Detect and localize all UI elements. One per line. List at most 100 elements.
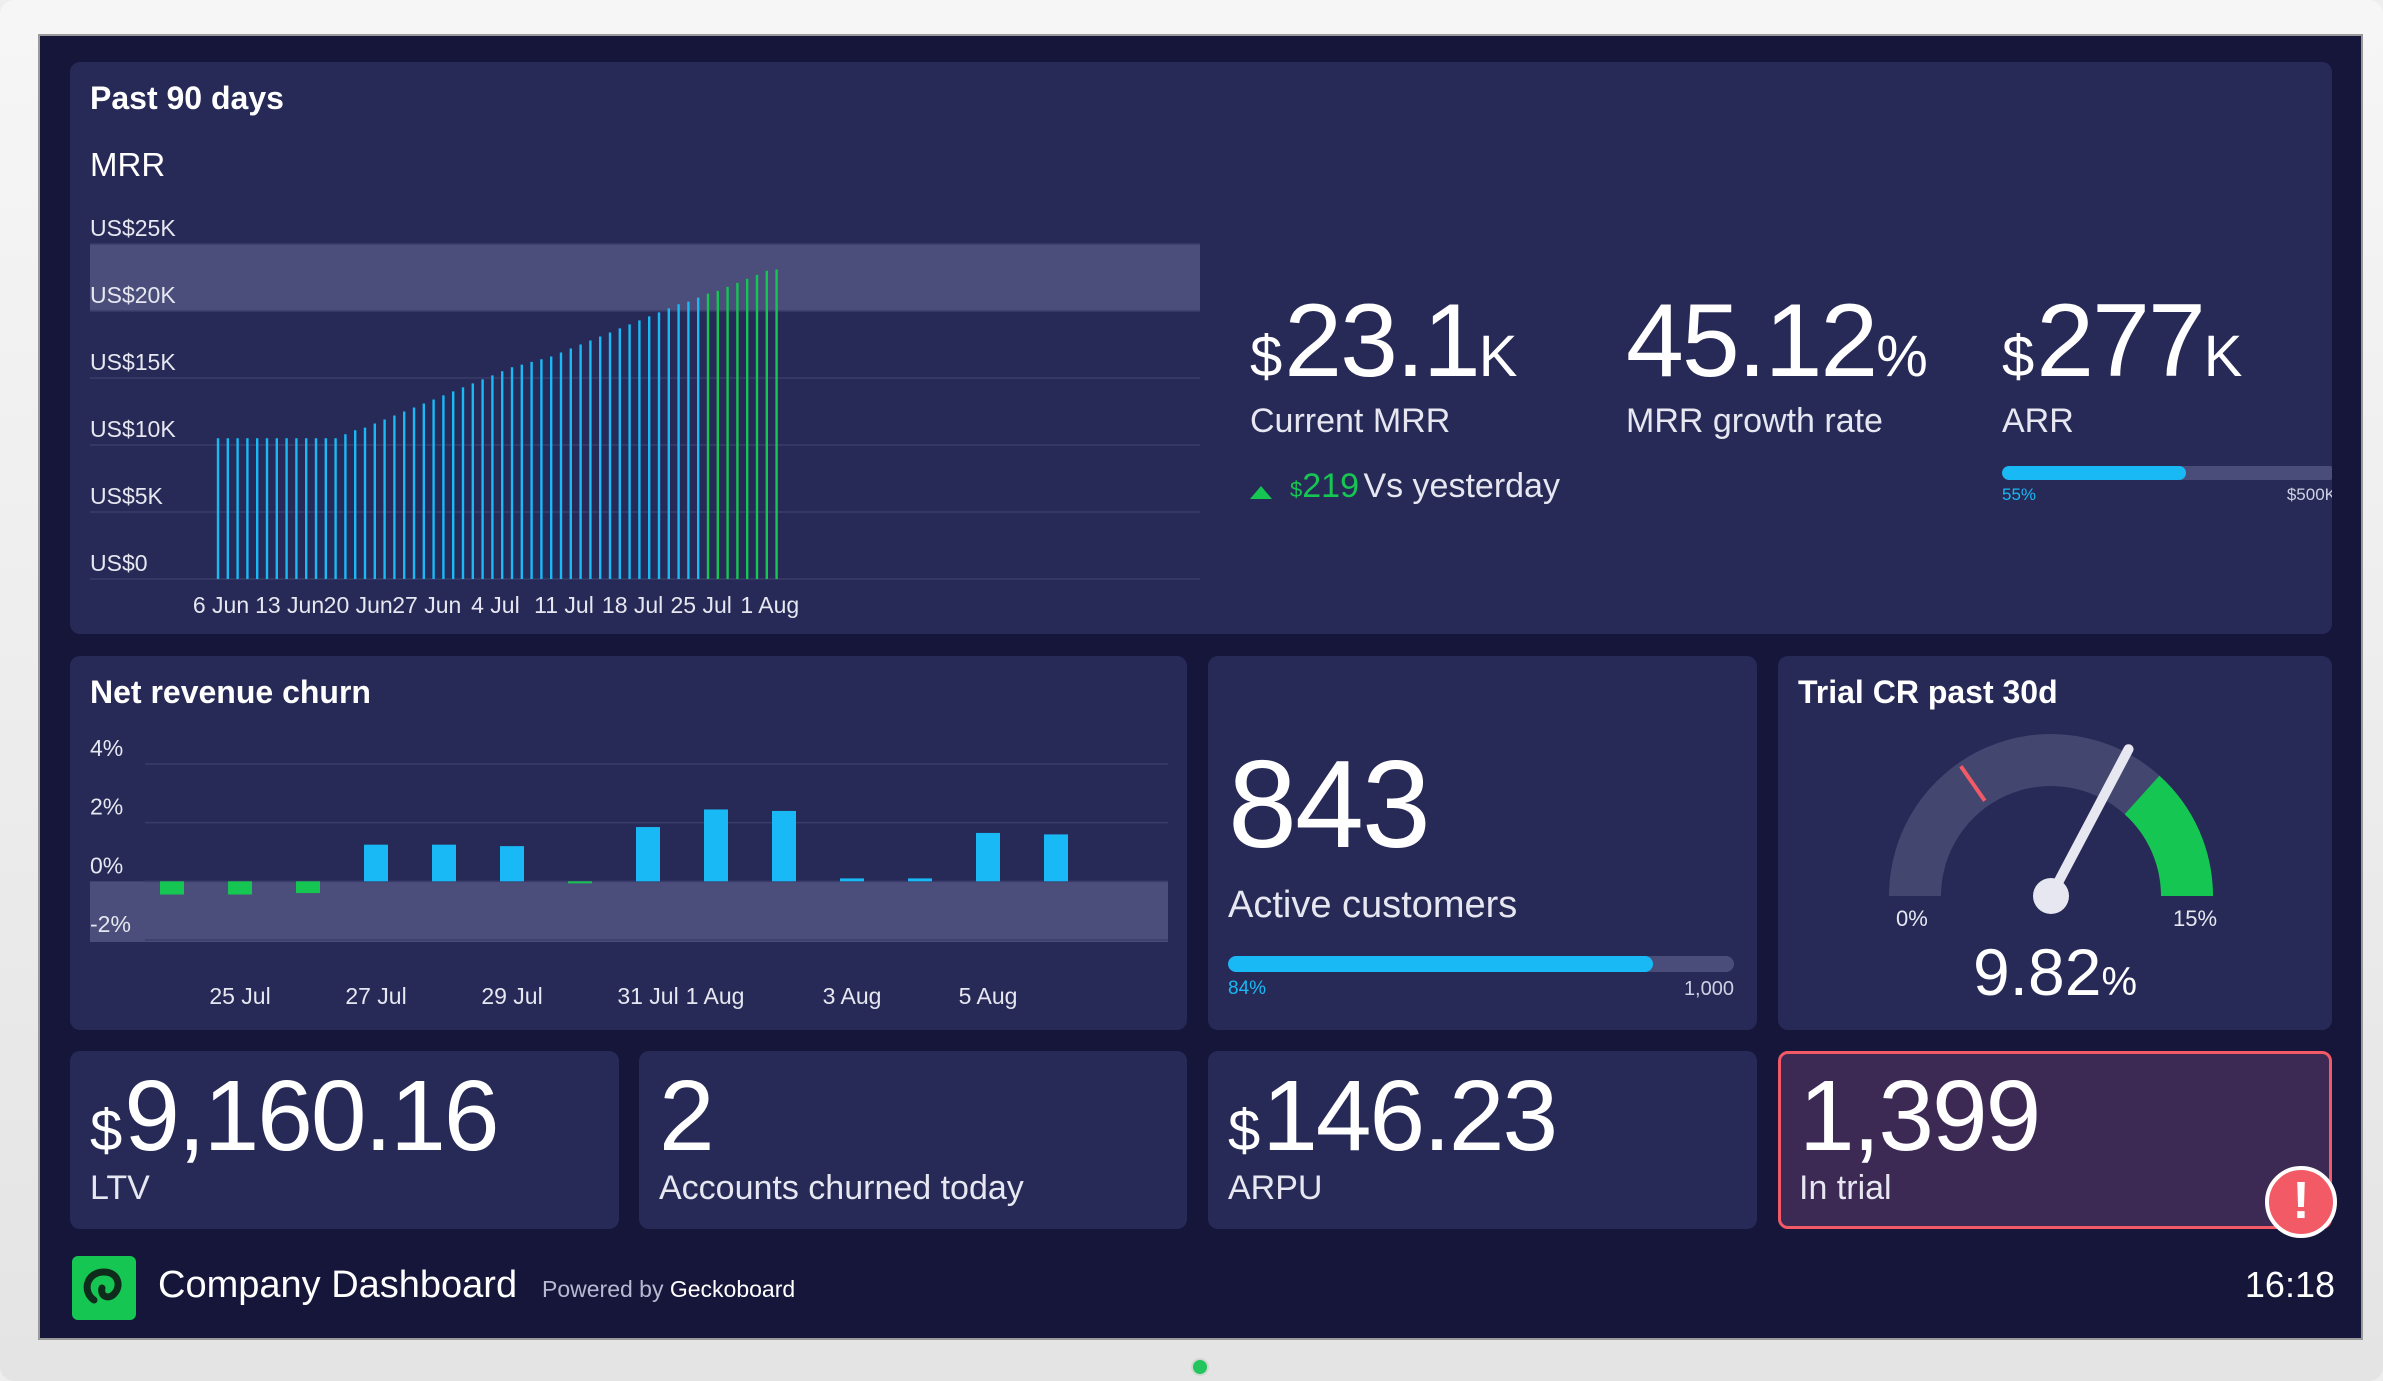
active-customers-label: Active customers: [1228, 884, 1518, 926]
churn-bar: [704, 809, 728, 882]
arr-label: ARR: [2002, 402, 2074, 440]
mrr-y-tick: US$25K: [90, 215, 176, 241]
dashboard-screen: Past 90 days MRR US$25K US$20K US$15K US$10…: [38, 34, 2363, 1340]
ltv-number: 9,160.16: [124, 1060, 499, 1172]
ltv-panel: $9,160.16 LTV: [70, 1051, 619, 1229]
in-trial-value: 1,399: [1799, 1060, 2041, 1172]
churn-x-tick: 5 Aug: [959, 983, 1018, 1009]
churn-panel: Net revenue churn 4% 2% 0% -2% 25 Jul 27 Jul 2…: [70, 656, 1187, 1030]
current-mrr-label: Current MRR: [1250, 402, 1451, 440]
current-mrr-value: $23.1K: [1250, 282, 1517, 401]
footer-title: Company Dashboard: [158, 1264, 518, 1306]
footer: Company Dashboard Powered by Geckoboard …: [38, 1244, 2363, 1334]
churn-panel-title: Net revenue churn: [90, 674, 371, 710]
trial-cr-suffix: %: [2101, 960, 2138, 1004]
powered-brand: Geckoboard: [669, 1276, 796, 1302]
mrr-chart-title: MRR: [90, 146, 166, 183]
churn-y-tick: 2%: [90, 794, 123, 820]
arr-max-label: $500K: [2286, 485, 2332, 504]
active-customers-max-label: 1,000: [1683, 978, 1734, 1000]
ltv-label: LTV: [90, 1169, 150, 1207]
mrr-change-currency: $: [1290, 477, 1303, 502]
active-customers-value: 843: [1228, 736, 1431, 874]
mrr-x-tick: 13 Jun: [255, 592, 324, 618]
churn-chart: 4% 2% 0% -2% 25 Jul 27 Jul 29 Jul 31 Jul 1 Aug 3 …: [90, 735, 1168, 1009]
alert-icon: !: [2265, 1166, 2337, 1238]
gauge-target-zone: [2124, 775, 2213, 896]
arr-progress-label: 55%: [2002, 485, 2037, 504]
arpu-value: $146.23: [1228, 1059, 1558, 1174]
growth-rate-suffix: %: [1876, 324, 1928, 389]
churned-value: 2: [659, 1060, 715, 1172]
mrr-panel: Past 90 days MRR US$25K US$20K US$15K US$10…: [70, 62, 2332, 634]
churn-target-band: [90, 881, 1168, 942]
gauge-min-label: 0%: [1896, 906, 1928, 931]
mrr-x-tick: 6 Jun: [193, 592, 249, 618]
churn-x-tick: 27 Jul: [345, 983, 406, 1009]
growth-rate-number: 45.12: [1626, 283, 1878, 399]
arr-progress-track: [2002, 466, 2332, 480]
mrr-y-tick: US$20K: [90, 282, 176, 308]
churn-bar: [568, 881, 592, 884]
in-trial-panel: 1,399 In trial !: [1778, 1051, 2337, 1238]
mrr-y-tick: US$0: [90, 550, 148, 576]
churn-bar: [636, 827, 660, 882]
in-trial-label: In trial: [1799, 1169, 1892, 1207]
arr-progress-fill: [2002, 466, 2186, 480]
churn-bar: [296, 881, 320, 894]
current-mrr-number: 23.1: [1284, 283, 1480, 399]
churn-bar: [228, 881, 252, 895]
gauge-max-label: 15%: [2173, 906, 2218, 931]
churn-x-tick: 1 Aug: [686, 983, 745, 1009]
mrr-x-tick: 18 Jul: [602, 592, 663, 618]
gauge-red-marker: [1959, 765, 1987, 802]
churn-bar: [976, 832, 1000, 882]
mrr-change: $219 Vs yesterday: [1250, 467, 1560, 506]
growth-rate-label: MRR growth rate: [1626, 402, 1883, 440]
mrr-x-tick: 11 Jul: [534, 592, 594, 618]
current-mrr-currency: $: [1250, 324, 1283, 389]
trial-cr-panel: Trial CR past 30d 0% 15% 9.82%: [1778, 656, 2332, 1030]
churn-bar: [840, 878, 864, 882]
mrr-x-tick: 1 Aug: [740, 592, 799, 618]
gauge-track: [1889, 734, 2160, 896]
up-arrow-icon: [1250, 486, 1272, 500]
churn-bar: [908, 878, 932, 882]
power-led: [1191, 1358, 1209, 1376]
mrr-y-tick: US$10K: [90, 416, 176, 442]
mrr-target-band: [90, 244, 1200, 311]
active-customers-progress-label: 84%: [1228, 978, 1267, 999]
churn-bar: [364, 844, 388, 882]
trial-cr-gauge: [1889, 734, 2213, 914]
churn-x-tick: 25 Jul: [209, 983, 270, 1009]
churn-y-tick: 0%: [90, 852, 123, 878]
mrr-chart: US$25K US$20K US$15K US$10K US$5K US$0 6 Jun 13…: [90, 215, 1200, 618]
churn-bar: [772, 810, 796, 882]
gauge-needle-hub: [2033, 878, 2069, 914]
churned-label: Accounts churned today: [659, 1169, 1024, 1207]
gauge-needle: [2046, 744, 2134, 901]
trial-cr-title: Trial CR past 30d: [1798, 674, 2058, 710]
mrr-y-tick: US$15K: [90, 349, 176, 375]
alert-icon-glyph: !: [2292, 1172, 2310, 1230]
active-customers-panel: 843 Active customers 84% 1,000: [1208, 656, 1757, 1030]
mrr-x-tick: 27 Jun: [392, 592, 461, 618]
arpu-label: ARPU: [1228, 1169, 1323, 1207]
mrr-x-tick: 25 Jul: [671, 592, 732, 618]
footer-time: 16:18: [2244, 1264, 2335, 1305]
ltv-currency: $: [90, 1098, 123, 1163]
geckoboard-logo-icon: [72, 1256, 136, 1320]
churn-x-tick: 29 Jul: [481, 983, 542, 1009]
powered-prefix: Powered by: [542, 1276, 664, 1302]
mrr-panel-title: Past 90 days: [90, 80, 284, 116]
mrr-change-value: 219: [1302, 467, 1359, 505]
churned-panel: 2 Accounts churned today: [639, 1051, 1187, 1229]
footer-powered: Powered by Geckoboard: [542, 1276, 795, 1303]
arpu-currency: $: [1228, 1098, 1261, 1163]
churn-bar: [500, 846, 524, 882]
ltv-value: $9,160.16: [90, 1059, 500, 1174]
mrr-x-tick: 4 Jul: [471, 592, 520, 618]
churn-x-tick: 3 Aug: [823, 983, 882, 1009]
churn-bar: [1044, 834, 1068, 882]
churn-bar: [432, 844, 456, 882]
